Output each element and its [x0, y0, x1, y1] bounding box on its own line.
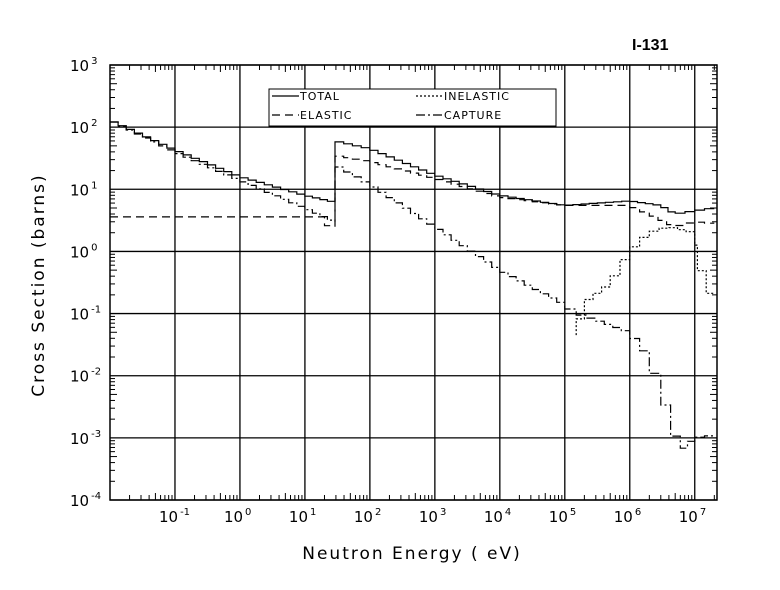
legend-label-total: TOTAL [299, 90, 340, 103]
legend-label-capture: CAPTURE [444, 109, 502, 122]
legend-label-inelastic: INELASTIC [444, 90, 510, 103]
y-tick-label: 10 -4 [70, 491, 101, 510]
y-tick-label: 10 2 [70, 118, 97, 137]
y-tick-label: 10 1 [70, 180, 97, 199]
plot-frame [109, 64, 718, 501]
y-tick-label: 10 3 [70, 56, 97, 75]
x-tick-label: 10 2 [354, 507, 381, 526]
x-tick-label: 10 1 [289, 507, 316, 526]
minor-ticks [110, 65, 717, 500]
y-tick-label: 10 -3 [70, 429, 101, 448]
series-capture-line [110, 121, 715, 449]
grid-lines [110, 64, 717, 501]
x-tick-label: 10 7 [679, 507, 706, 526]
x-axis-label: Neutron Energy ( eV) [302, 544, 522, 564]
x-tick-label: 10 5 [549, 507, 576, 526]
x-tick-labels: 10 -1 10 0 10 1 10 2 10 3 10 4 10 5 10 6 10 7 [159, 507, 706, 526]
legend-box [268, 88, 557, 127]
x-tick-label: 10 0 [224, 507, 251, 526]
series-elastic-line [110, 155, 715, 227]
y-axis-label: Cross Section (barns) [29, 173, 49, 396]
x-tick-label: 10 -1 [159, 507, 190, 526]
series-inelastic-line [575, 227, 715, 336]
series-lines [110, 121, 715, 449]
y-tick-label: 10 0 [70, 242, 97, 261]
x-tick-label: 10 6 [614, 507, 641, 526]
x-tick-label: 10 3 [419, 507, 446, 526]
y-tick-label: 10 -1 [70, 305, 101, 324]
chart-title: I-131 [632, 37, 669, 54]
series-total-line [110, 121, 715, 214]
legend-label-elastic: ELASTIC [300, 109, 352, 122]
x-tick-label: 10 4 [484, 507, 511, 526]
y-tick-label: 10 -2 [70, 367, 101, 386]
legend: TOTAL ELASTIC INELASTIC CAPTURE [268, 88, 557, 127]
